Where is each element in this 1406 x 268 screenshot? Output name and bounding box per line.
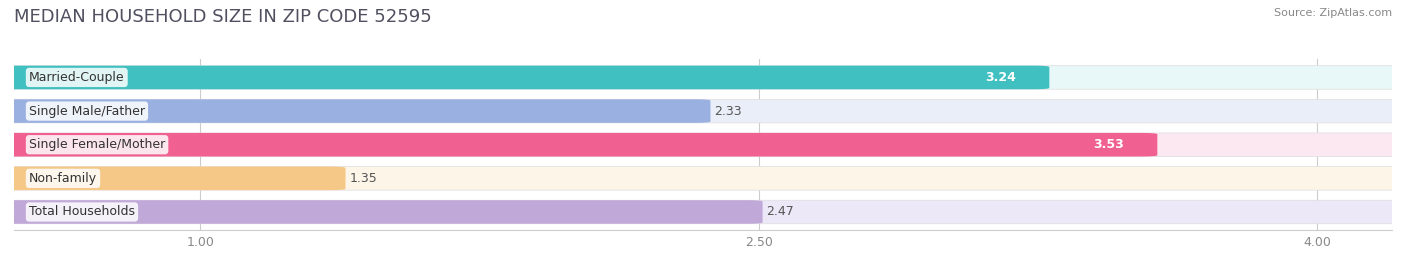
FancyBboxPatch shape xyxy=(0,200,1406,224)
Text: Total Households: Total Households xyxy=(30,206,135,218)
Text: 3.53: 3.53 xyxy=(1092,138,1123,151)
Text: 3.24: 3.24 xyxy=(986,71,1015,84)
Text: Non-family: Non-family xyxy=(30,172,97,185)
Text: Single Female/Mother: Single Female/Mother xyxy=(30,138,166,151)
FancyBboxPatch shape xyxy=(0,66,1049,89)
FancyBboxPatch shape xyxy=(0,200,762,224)
FancyBboxPatch shape xyxy=(0,133,1406,157)
FancyBboxPatch shape xyxy=(0,133,1157,157)
FancyBboxPatch shape xyxy=(0,167,346,190)
Text: 1.35: 1.35 xyxy=(349,172,377,185)
Text: Single Male/Father: Single Male/Father xyxy=(30,105,145,118)
Text: Source: ZipAtlas.com: Source: ZipAtlas.com xyxy=(1274,8,1392,18)
FancyBboxPatch shape xyxy=(0,66,1406,89)
Text: 2.47: 2.47 xyxy=(766,206,794,218)
FancyBboxPatch shape xyxy=(0,99,1406,123)
FancyBboxPatch shape xyxy=(0,99,710,123)
Text: 2.33: 2.33 xyxy=(714,105,742,118)
Text: MEDIAN HOUSEHOLD SIZE IN ZIP CODE 52595: MEDIAN HOUSEHOLD SIZE IN ZIP CODE 52595 xyxy=(14,8,432,26)
Text: Married-Couple: Married-Couple xyxy=(30,71,125,84)
FancyBboxPatch shape xyxy=(0,167,1406,190)
